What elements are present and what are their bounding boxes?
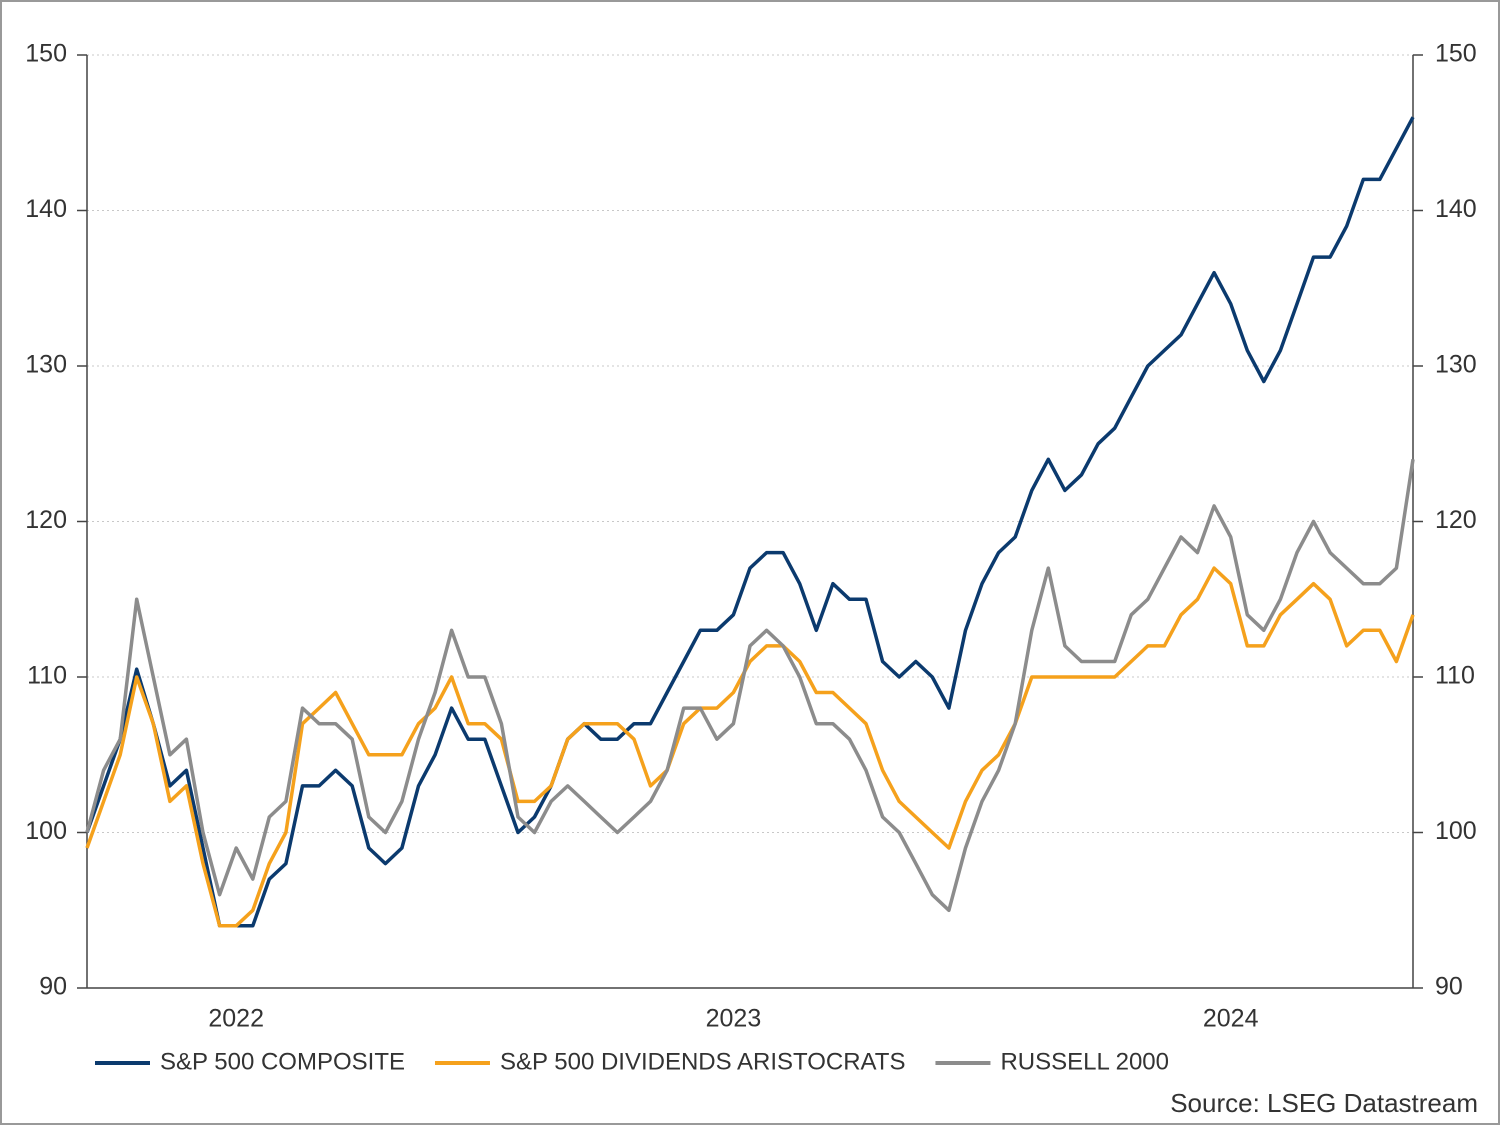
legend-label: RUSSELL 2000	[1000, 1048, 1169, 1075]
y2-tick-label: 120	[1435, 506, 1477, 534]
series-line	[85, 116, 1415, 928]
x-tick-label: 2024	[1203, 1005, 1259, 1033]
y2-tick-label: 150	[1435, 40, 1477, 68]
y2-tick-label: 110	[1435, 662, 1475, 690]
y-tick-label: 120	[25, 506, 67, 534]
y-tick-label: 130	[25, 351, 67, 379]
y2-tick-label: 90	[1435, 973, 1463, 1001]
x-tick-label: 2022	[208, 1005, 264, 1033]
y-tick-label: 110	[27, 662, 67, 690]
y-tick-label: 140	[25, 195, 67, 223]
series-line	[85, 566, 1415, 928]
x-tick-label: 2023	[706, 1005, 762, 1033]
y2-tick-label: 130	[1435, 351, 1477, 379]
source-note: Source: LSEG Datastream	[1170, 1088, 1478, 1118]
legend-label: S&P 500 DIVIDENDS ARISTOCRATS	[500, 1048, 905, 1075]
y2-tick-label: 140	[1435, 195, 1477, 223]
y2-tick-label: 100	[1435, 817, 1477, 845]
series-line	[85, 459, 1415, 913]
y-tick-label: 100	[25, 817, 67, 845]
y-tick-label: 150	[25, 40, 67, 68]
legend-label: S&P 500 COMPOSITE	[160, 1048, 405, 1075]
y-tick-label: 90	[39, 973, 67, 1001]
